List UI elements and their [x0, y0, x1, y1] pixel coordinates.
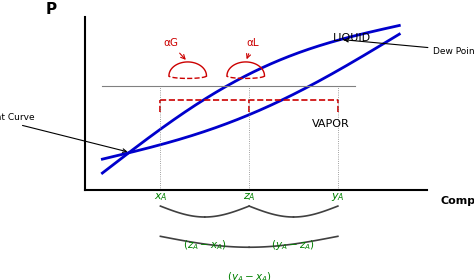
- Text: αG: αG: [163, 38, 185, 59]
- Text: VAPOR: VAPOR: [312, 120, 350, 129]
- Text: $(y_A - x_A)$: $(y_A - x_A)$: [227, 270, 272, 280]
- Text: $x_A$: $x_A$: [154, 191, 167, 203]
- Text: $(z_A - x_A)$: $(z_A - x_A)$: [183, 238, 227, 252]
- Text: $(y_A - z_A)$: $(y_A - z_A)$: [272, 238, 316, 252]
- Text: $z_A$: $z_A$: [243, 191, 255, 203]
- Text: P: P: [46, 2, 57, 17]
- Text: αL: αL: [246, 38, 259, 58]
- Text: LIQUID: LIQUID: [332, 33, 371, 43]
- Text: $y_A$: $y_A$: [331, 191, 345, 203]
- Text: Bubble Point Curve: Bubble Point Curve: [0, 113, 126, 152]
- Text: Dew Point Curve: Dew Point Curve: [345, 38, 474, 56]
- Text: Composition: Composition: [440, 196, 474, 206]
